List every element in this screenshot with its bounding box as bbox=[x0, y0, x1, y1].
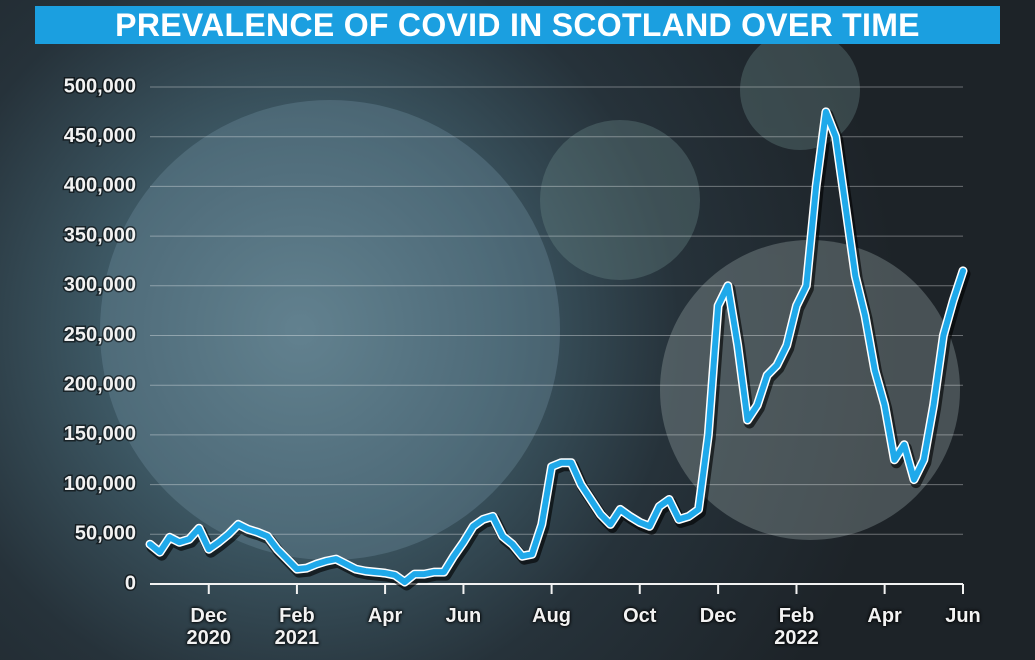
x-tick-label: Jun bbox=[945, 605, 981, 627]
series-line bbox=[147, 108, 966, 585]
y-tick-label: 200,000 bbox=[64, 373, 136, 395]
y-tick-label: 300,000 bbox=[64, 274, 136, 296]
background-art bbox=[100, 30, 960, 560]
y-tick-label: 50,000 bbox=[75, 523, 136, 545]
x-tick-label: Aug bbox=[532, 605, 572, 627]
x-tick-label: Jun bbox=[445, 605, 482, 627]
x-tick-label: Dec bbox=[699, 605, 737, 627]
chart-title: PREVALENCE OF COVID IN SCOTLAND OVER TIM… bbox=[35, 6, 1000, 44]
y-tick-label: 400,000 bbox=[64, 175, 136, 197]
y-tick-label: 450,000 bbox=[64, 125, 136, 147]
y-tick-label: 0 bbox=[125, 572, 136, 594]
x-tick-label: Dec 2020 bbox=[186, 605, 232, 649]
x-tick-label: Feb 2021 bbox=[274, 605, 320, 649]
y-tick-label: 500,000 bbox=[64, 75, 136, 97]
x-tick-label: Apr bbox=[367, 605, 403, 627]
y-tick-label: 350,000 bbox=[64, 224, 136, 246]
x-tick-label: Oct bbox=[623, 605, 657, 627]
decoration bbox=[540, 120, 700, 280]
decoration bbox=[740, 30, 860, 150]
y-tick-label: 100,000 bbox=[64, 473, 136, 495]
decoration bbox=[100, 100, 560, 560]
y-tick-label: 150,000 bbox=[64, 423, 136, 445]
x-tick-label: Feb 2022 bbox=[774, 605, 819, 649]
y-tick-label: 250,000 bbox=[64, 324, 136, 346]
x-tick-label: Apr bbox=[867, 605, 902, 627]
